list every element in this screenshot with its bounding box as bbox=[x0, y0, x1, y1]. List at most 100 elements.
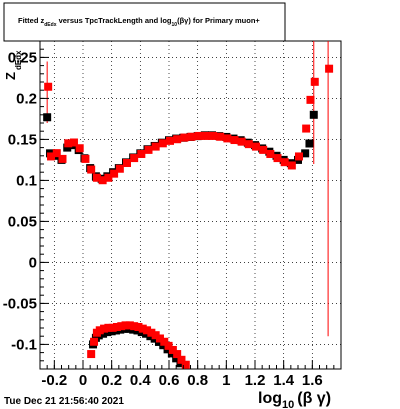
data-point-red bbox=[287, 161, 296, 170]
data-point-red bbox=[209, 131, 217, 140]
data-point-red bbox=[143, 326, 152, 335]
data-series bbox=[43, 64, 334, 369]
data-point-red bbox=[87, 165, 96, 174]
data-point-red bbox=[151, 331, 160, 340]
y-tick-label: 0.2 bbox=[16, 90, 37, 107]
data-point-red bbox=[147, 328, 156, 337]
data-point-red bbox=[237, 137, 246, 146]
x-tick-label: 0.8 bbox=[187, 372, 208, 389]
data-point-red bbox=[87, 350, 96, 359]
data-point-red bbox=[104, 323, 113, 332]
data-point-red bbox=[69, 138, 78, 147]
data-point-red bbox=[130, 154, 139, 163]
plot-frame bbox=[39, 40, 342, 370]
y-tick-label: 0.25 bbox=[8, 49, 37, 66]
data-point-red bbox=[230, 136, 239, 145]
data-point-black bbox=[305, 139, 314, 148]
axes: -0.2 0 0.2 0.4 0.6 0.8 1 1.2 1.4 1.6 -0.1 -0.05 0 0.0… bbox=[3, 48, 342, 389]
data-point-red bbox=[144, 145, 153, 154]
data-point-red bbox=[58, 154, 67, 163]
data-point-red bbox=[81, 154, 90, 163]
data-point-red bbox=[181, 360, 190, 369]
data-point-red bbox=[177, 355, 186, 364]
data-point-red bbox=[137, 149, 146, 158]
data-point-black bbox=[63, 143, 72, 152]
data-point-red bbox=[138, 324, 147, 333]
data-point-red bbox=[325, 64, 334, 73]
data-point-black bbox=[301, 149, 310, 158]
data-point-red bbox=[134, 323, 143, 331]
data-point-red bbox=[115, 164, 124, 173]
x-tick-label: 1.6 bbox=[302, 372, 323, 389]
x-tick-label: -0.2 bbox=[41, 372, 67, 389]
data-point-red bbox=[90, 337, 99, 346]
data-point-red bbox=[266, 149, 275, 158]
data-point-red bbox=[310, 77, 319, 86]
data-point-red bbox=[201, 131, 210, 140]
data-point-red bbox=[223, 134, 232, 143]
data-point-red bbox=[164, 341, 173, 350]
data-point-red bbox=[121, 321, 130, 330]
data-point-red bbox=[173, 135, 182, 144]
error-bars bbox=[46, 41, 329, 337]
data-point-black bbox=[172, 354, 181, 363]
y-tick-label: 0.05 bbox=[8, 213, 37, 230]
x-tick-label: 1.2 bbox=[245, 372, 266, 389]
data-point-red bbox=[117, 322, 126, 331]
x-tick-label: 0.4 bbox=[130, 372, 152, 389]
y-tick-label: 0.15 bbox=[8, 131, 37, 148]
data-point-red bbox=[75, 144, 84, 153]
data-point-red bbox=[100, 324, 109, 333]
data-point-red bbox=[110, 169, 119, 178]
data-point-red bbox=[44, 82, 53, 91]
data-point-black bbox=[309, 110, 318, 119]
data-point-red bbox=[302, 124, 311, 133]
data-point-red bbox=[104, 173, 113, 182]
data-point-red bbox=[306, 95, 315, 104]
chart-title: Fitted zdEdx versus TpcTrackLength and l… bbox=[18, 16, 260, 28]
data-point-red bbox=[151, 142, 160, 151]
x-tick-label: 1.4 bbox=[273, 372, 295, 389]
data-point-red bbox=[64, 139, 73, 148]
data-point-red bbox=[166, 136, 174, 145]
data-point-red bbox=[259, 145, 268, 154]
data-point-red bbox=[92, 173, 101, 182]
data-point-red bbox=[160, 337, 169, 346]
x-tick-label: 0.6 bbox=[159, 372, 180, 389]
data-point-red bbox=[95, 326, 104, 335]
y-axis-title: ZdEdx bbox=[3, 50, 23, 80]
data-point-red bbox=[130, 322, 139, 331]
data-point-red bbox=[47, 152, 56, 161]
chart-title-box: Fitted zdEdx versus TpcTrackLength and l… bbox=[3, 2, 286, 42]
y-tick-label: -0.1 bbox=[11, 336, 37, 353]
data-point-red bbox=[295, 152, 303, 161]
data-point-red bbox=[125, 321, 134, 330]
data-point-red bbox=[173, 350, 182, 359]
data-point-red bbox=[280, 158, 289, 167]
data-point-red bbox=[158, 139, 167, 148]
y-tick-label: -0.05 bbox=[3, 295, 37, 312]
y-tick-label: 0.1 bbox=[16, 172, 37, 189]
data-point-red bbox=[216, 132, 225, 141]
x-tick-label: 1 bbox=[222, 372, 230, 389]
grid bbox=[40, 41, 341, 369]
x-tick-label: 0.2 bbox=[101, 372, 122, 389]
data-point-red bbox=[187, 132, 196, 141]
data-point-red bbox=[180, 133, 189, 142]
data-point-red bbox=[168, 345, 177, 354]
x-tick-label: 0 bbox=[79, 372, 87, 389]
data-point-red bbox=[252, 142, 260, 151]
data-point-red bbox=[155, 334, 164, 343]
data-point-red bbox=[194, 131, 203, 140]
data-point-red bbox=[112, 323, 121, 331]
data-point-red bbox=[273, 154, 282, 163]
data-point-red bbox=[52, 149, 61, 158]
data-point-red bbox=[123, 159, 131, 167]
y-tick-label: 0 bbox=[29, 254, 37, 271]
x-axis-title: log10 (β γ) bbox=[258, 390, 331, 409]
data-point-red bbox=[98, 176, 107, 185]
timestamp: Tue Dec 21 21:56:40 2021 bbox=[4, 396, 124, 407]
data-point-black bbox=[43, 113, 52, 122]
data-point-red bbox=[108, 323, 117, 332]
